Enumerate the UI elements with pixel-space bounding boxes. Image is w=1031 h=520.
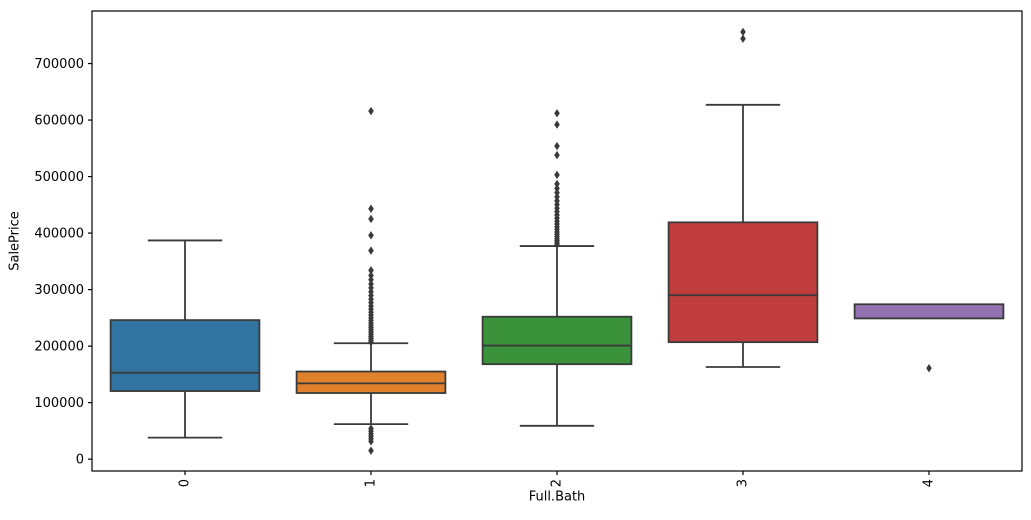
box-4: [853, 303, 1005, 320]
y-tick-label: 200000: [34, 340, 84, 355]
y-tick-label: 0: [76, 453, 84, 468]
box-0: [109, 319, 261, 392]
outlier-diamond: [554, 109, 560, 118]
y-tick-label: 600000: [34, 114, 84, 129]
x-tick-label: 4: [922, 479, 937, 487]
y-tick-label: 700000: [34, 57, 84, 72]
outlier-diamond: [554, 170, 560, 180]
x-tick-label: 0: [178, 479, 193, 487]
y-tick-label: 400000: [34, 227, 84, 242]
x-tick-label: 2: [550, 479, 565, 487]
outlier-diamond: [368, 214, 374, 224]
x-tick-label: 1: [364, 479, 379, 487]
outlier-diamond: [554, 179, 560, 189]
outlier-diamond: [368, 424, 374, 433]
x-tick-label: 3: [736, 479, 751, 487]
x-axis-label: Full.Bath: [528, 489, 586, 505]
outlier-diamond: [368, 275, 374, 284]
outlier-diamond: [740, 34, 746, 43]
outlier-diamond: [368, 204, 374, 213]
y-tick-label: 100000: [34, 396, 84, 411]
box-1: [295, 370, 447, 394]
box-3: [667, 221, 819, 344]
outlier-diamond: [554, 150, 560, 160]
outlier-diamond: [926, 363, 932, 373]
outlier-diamond: [554, 192, 560, 202]
outlier-diamond: [368, 106, 374, 116]
y-tick-label: 500000: [34, 170, 84, 185]
outlier-diamond: [368, 246, 374, 255]
y-tick-label: 300000: [34, 283, 84, 298]
outlier-diamond: [554, 188, 560, 197]
outlier-diamond: [740, 27, 746, 37]
outlier-diamond: [554, 141, 560, 151]
outlier-diamond: [368, 279, 374, 289]
outlier-diamond: [368, 266, 374, 275]
box-2: [481, 315, 633, 366]
outlier-diamond: [554, 184, 560, 193]
y-axis-label: SalePrice: [7, 211, 23, 271]
outlier-diamond: [554, 120, 560, 129]
outlier-diamond: [368, 271, 374, 280]
outlier-diamond: [368, 446, 374, 455]
outlier-diamond: [368, 231, 374, 240]
